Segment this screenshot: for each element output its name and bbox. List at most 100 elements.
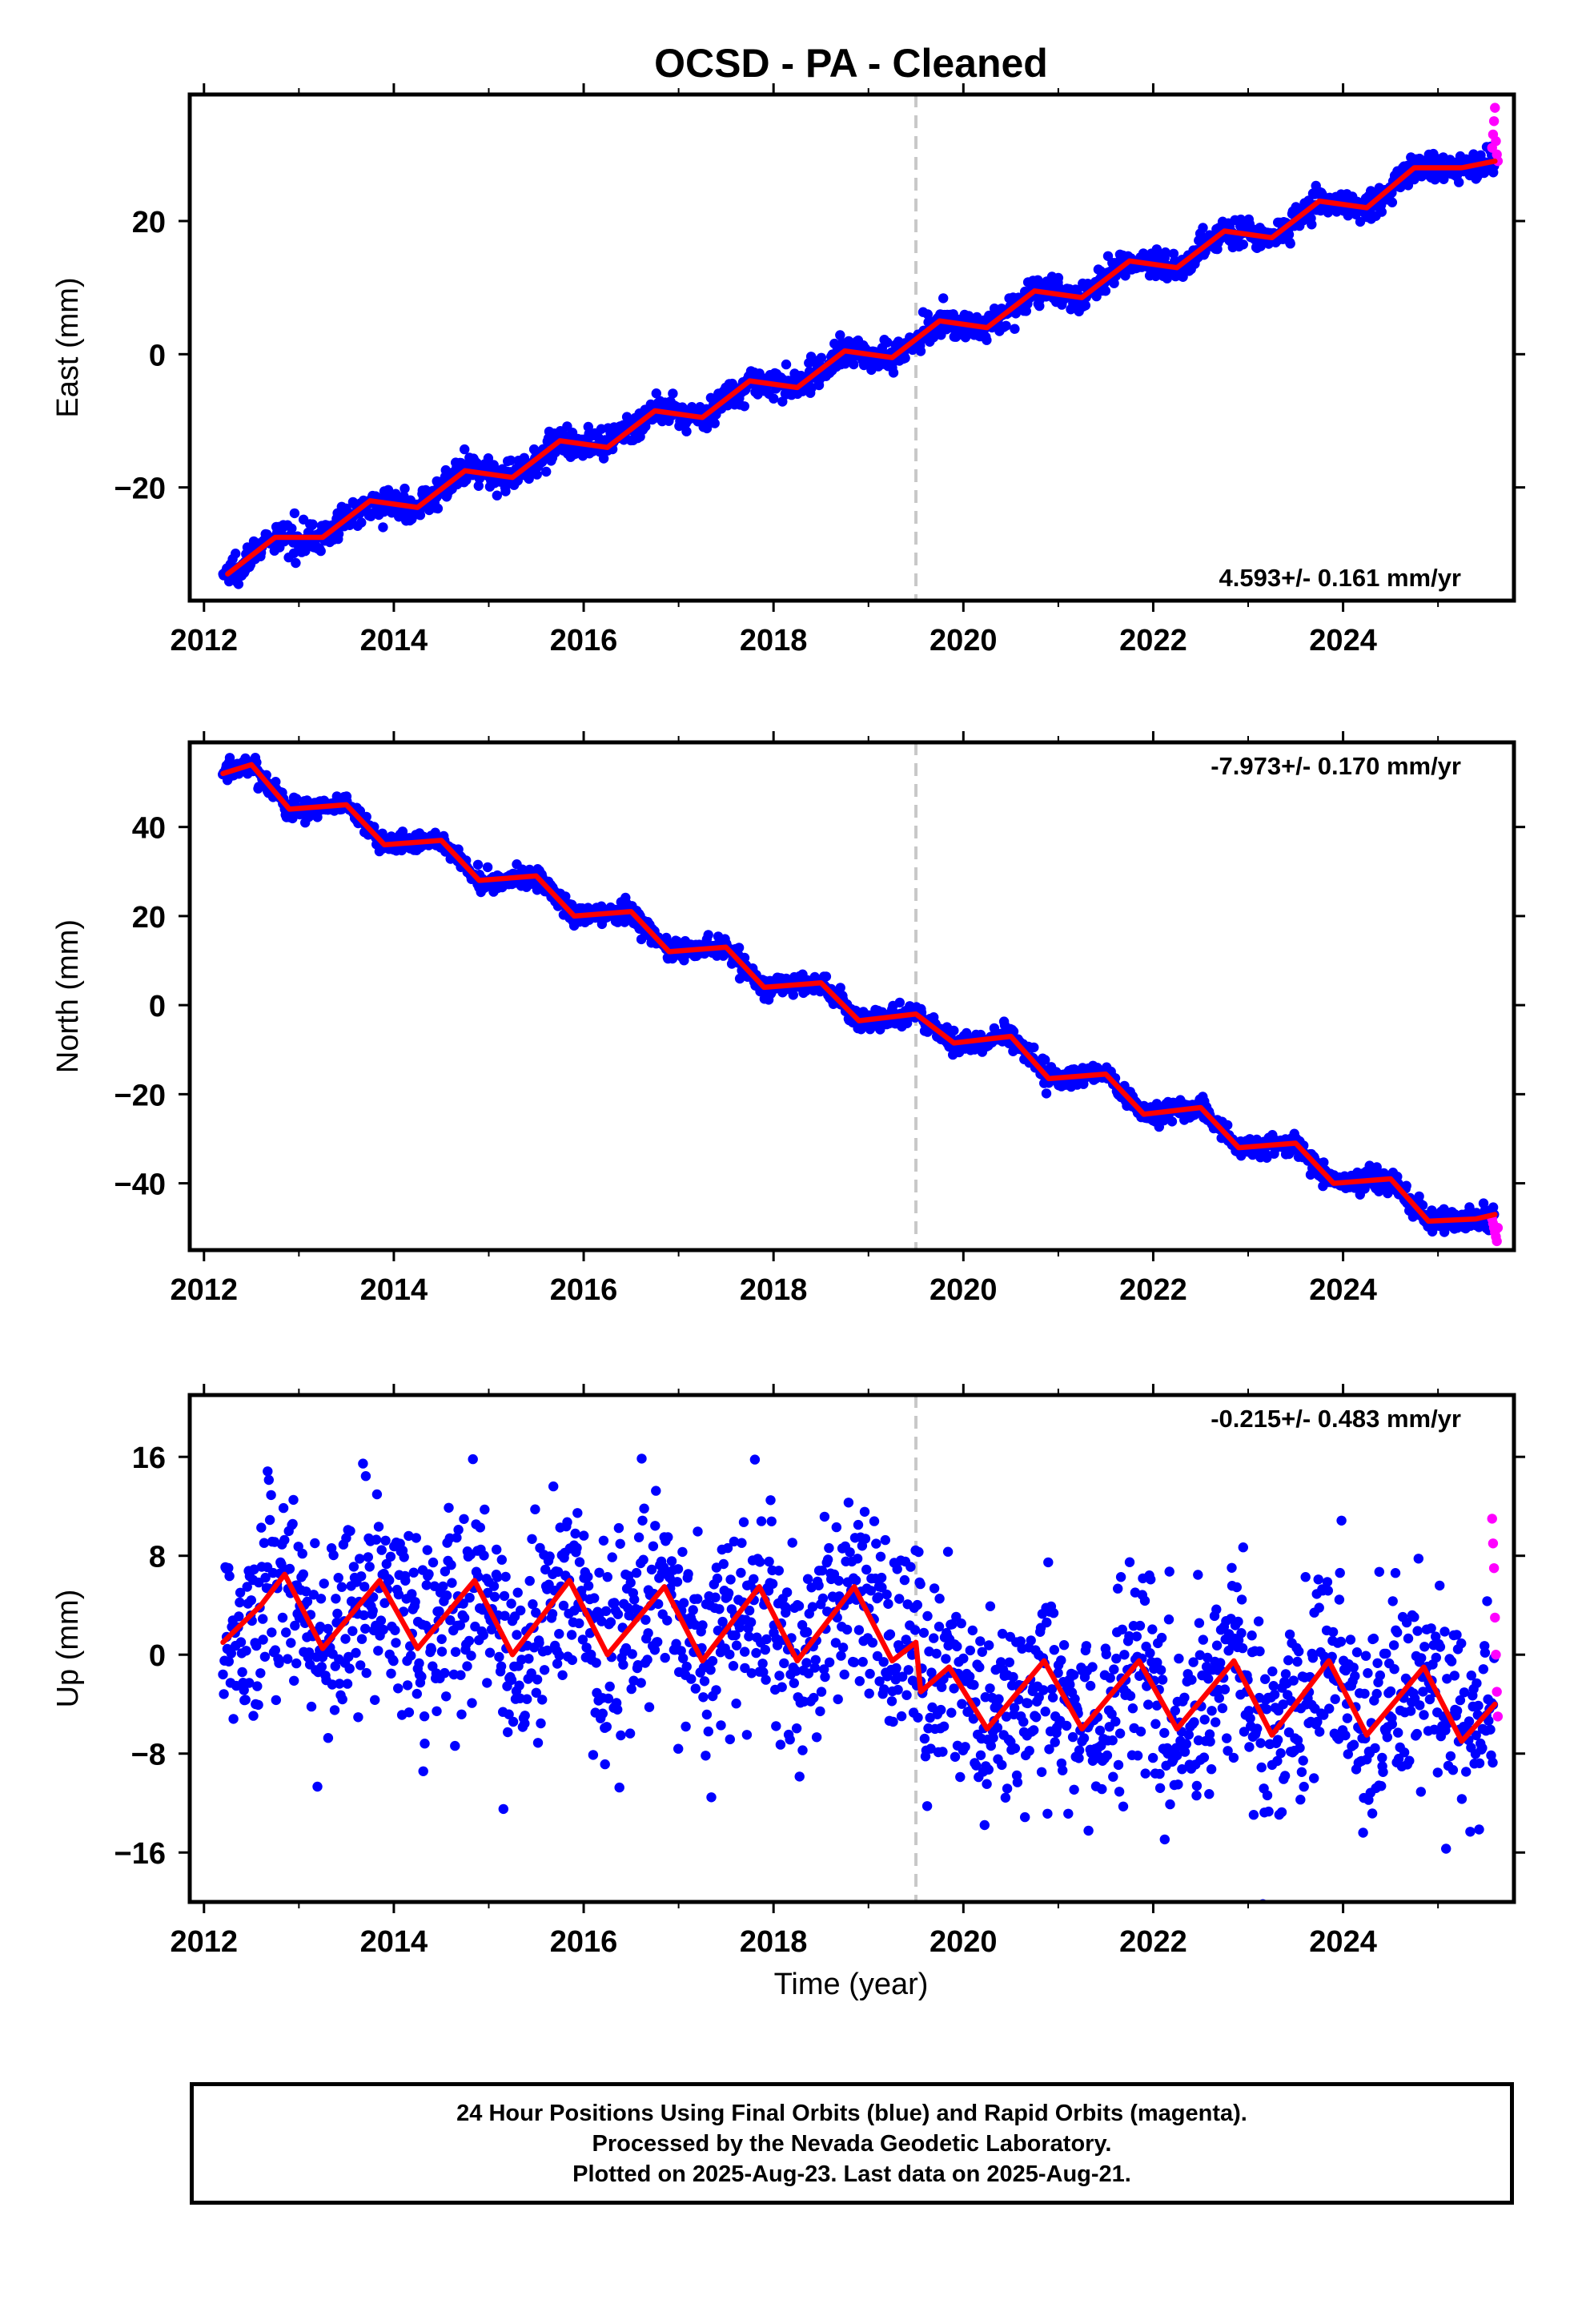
x-tick-label: 2012 bbox=[171, 1273, 239, 1307]
data-point bbox=[853, 1519, 864, 1530]
data-point bbox=[1417, 1200, 1428, 1211]
data-point bbox=[1034, 1692, 1044, 1703]
data-point bbox=[729, 1536, 740, 1547]
data-point bbox=[307, 519, 318, 529]
rapid-point bbox=[1492, 1222, 1504, 1233]
data-point bbox=[492, 1544, 502, 1555]
data-point bbox=[615, 1538, 625, 1550]
data-point bbox=[289, 508, 300, 519]
data-point bbox=[801, 1658, 812, 1668]
data-point bbox=[811, 1732, 822, 1743]
data-point bbox=[725, 1734, 735, 1745]
data-point bbox=[1111, 1653, 1122, 1664]
data-point bbox=[355, 1660, 366, 1671]
data-point bbox=[1132, 1751, 1143, 1761]
data-point bbox=[1140, 1768, 1150, 1779]
data-point bbox=[328, 1550, 339, 1561]
data-point bbox=[652, 1637, 663, 1647]
data-point bbox=[967, 1625, 978, 1636]
data-point bbox=[1094, 1725, 1106, 1736]
data-point bbox=[640, 1614, 651, 1625]
data-point bbox=[252, 1681, 263, 1691]
data-point bbox=[837, 1642, 849, 1653]
data-point bbox=[756, 1516, 767, 1526]
plot-frame bbox=[187, 92, 1516, 603]
data-point bbox=[817, 1593, 829, 1604]
data-point bbox=[343, 1651, 354, 1663]
data-point bbox=[524, 473, 534, 485]
data-point bbox=[1147, 1752, 1158, 1763]
data-point bbox=[1166, 1116, 1178, 1127]
data-point bbox=[478, 1630, 488, 1640]
data-point bbox=[310, 1538, 320, 1549]
data-point bbox=[701, 1751, 711, 1761]
data-point bbox=[749, 1574, 759, 1585]
data-point bbox=[1313, 1574, 1323, 1585]
y-tick-label: −20 bbox=[114, 472, 166, 506]
data-point bbox=[955, 1771, 966, 1783]
data-point bbox=[347, 1626, 358, 1636]
data-point bbox=[1036, 1767, 1047, 1777]
rapid-point bbox=[1492, 1236, 1502, 1247]
data-point bbox=[860, 1534, 871, 1544]
data-point bbox=[483, 453, 494, 464]
data-point bbox=[390, 1625, 400, 1636]
data-point bbox=[882, 337, 893, 348]
data-point bbox=[361, 1667, 371, 1679]
data-point bbox=[683, 1569, 693, 1579]
data-point bbox=[653, 1598, 664, 1610]
data-point bbox=[436, 1634, 447, 1644]
data-point bbox=[504, 1709, 514, 1719]
data-point bbox=[678, 1653, 689, 1663]
data-point bbox=[603, 1693, 614, 1704]
x-tick-label: 2014 bbox=[360, 1273, 428, 1307]
data-point bbox=[1189, 1717, 1199, 1727]
data-point bbox=[455, 1620, 465, 1630]
data-point bbox=[315, 1594, 327, 1604]
data-point bbox=[1143, 1699, 1154, 1710]
data-point bbox=[1107, 1735, 1118, 1746]
data-point bbox=[797, 1745, 808, 1755]
data-point bbox=[744, 1605, 755, 1616]
data-point bbox=[1155, 1665, 1166, 1675]
data-point bbox=[263, 1474, 274, 1486]
x-tick-label: 2012 bbox=[171, 624, 239, 657]
data-point bbox=[689, 1619, 701, 1630]
data-point bbox=[1296, 1767, 1307, 1777]
data-point bbox=[893, 1684, 903, 1695]
data-point bbox=[815, 1706, 825, 1717]
data-point bbox=[777, 1682, 787, 1692]
data-point bbox=[1244, 1742, 1255, 1752]
data-point bbox=[1058, 1640, 1070, 1651]
data-point bbox=[934, 1622, 945, 1632]
data-point bbox=[274, 1658, 284, 1668]
data-point bbox=[643, 1628, 653, 1638]
data-point bbox=[994, 1694, 1004, 1704]
data-point bbox=[609, 1598, 620, 1608]
data-point bbox=[1261, 1704, 1272, 1715]
data-point bbox=[1041, 1088, 1052, 1099]
data-point bbox=[459, 1613, 470, 1623]
data-point bbox=[900, 352, 910, 364]
data-point bbox=[1284, 1629, 1295, 1640]
data-point bbox=[1292, 1656, 1303, 1667]
data-point bbox=[817, 1566, 828, 1576]
data-point bbox=[391, 1638, 401, 1648]
data-point bbox=[496, 1554, 507, 1565]
data-point bbox=[1199, 1752, 1210, 1763]
data-point bbox=[988, 1732, 998, 1743]
data-point bbox=[1371, 1162, 1382, 1172]
data-point bbox=[440, 1566, 451, 1577]
data-point bbox=[332, 1608, 343, 1619]
data-point bbox=[881, 1589, 892, 1600]
data-point bbox=[915, 1578, 926, 1590]
data-point bbox=[865, 1668, 875, 1679]
data-point bbox=[1238, 239, 1249, 250]
data-point bbox=[500, 1610, 510, 1621]
data-point bbox=[717, 1616, 728, 1627]
data-point bbox=[1205, 1736, 1215, 1747]
data-point bbox=[1233, 1616, 1243, 1627]
data-point bbox=[1348, 1739, 1359, 1750]
data-point bbox=[383, 485, 394, 495]
data-point bbox=[373, 1522, 384, 1532]
